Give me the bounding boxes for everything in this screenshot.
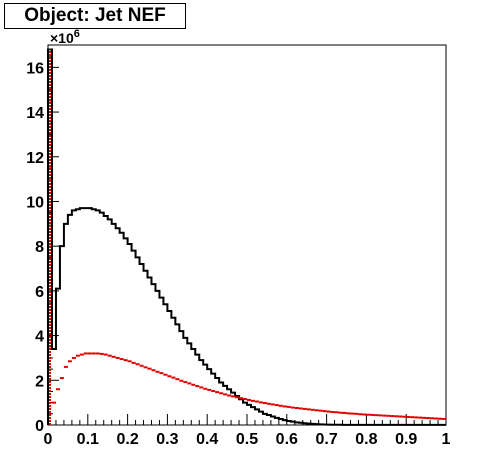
y-multiplier-label: ×106 bbox=[50, 28, 80, 46]
x-tick-label: 0.6 bbox=[276, 431, 298, 448]
x-tick-label: 0.5 bbox=[236, 431, 258, 448]
chart-title: Object: Jet NEF bbox=[4, 3, 186, 29]
x-tick-label: 1 bbox=[442, 431, 451, 448]
x-tick-label: 0 bbox=[44, 431, 53, 448]
plot-frame bbox=[47, 44, 447, 426]
x-tick-label: 0.7 bbox=[315, 431, 337, 448]
y-tick-label: 0 bbox=[35, 418, 44, 435]
y-tick-labels: 0 2 4 6 8 10 12 14 16 bbox=[26, 60, 44, 435]
x-tick-label: 0.8 bbox=[355, 431, 377, 448]
series-0 bbox=[47, 48, 446, 426]
y-tick-label: 12 bbox=[26, 150, 44, 167]
y-tick-label: 2 bbox=[35, 373, 44, 390]
axis-ticks bbox=[47, 44, 447, 426]
series-layer bbox=[47, 48, 446, 426]
x-tick-label: 0.1 bbox=[77, 431, 99, 448]
x-tick-labels: 0 0.1 0.2 0.3 0.4 0.5 0.6 0.7 0.8 0.9 1 bbox=[44, 431, 451, 448]
y-tick-label: 16 bbox=[26, 60, 44, 77]
y-tick-label: 4 bbox=[35, 329, 44, 346]
series-1 bbox=[48, 49, 446, 425]
y-tick-label: 14 bbox=[26, 105, 44, 122]
x-tick-label: 0.4 bbox=[196, 431, 218, 448]
y-tick-label: 10 bbox=[26, 194, 44, 211]
series-0-histogram bbox=[47, 48, 446, 426]
x-tick-label: 0.2 bbox=[116, 431, 138, 448]
x-tick-label: 0.3 bbox=[156, 431, 178, 448]
y-tick-label: 6 bbox=[35, 284, 44, 301]
y-tick-label: 8 bbox=[35, 239, 44, 256]
x-tick-label: 0.9 bbox=[395, 431, 417, 448]
